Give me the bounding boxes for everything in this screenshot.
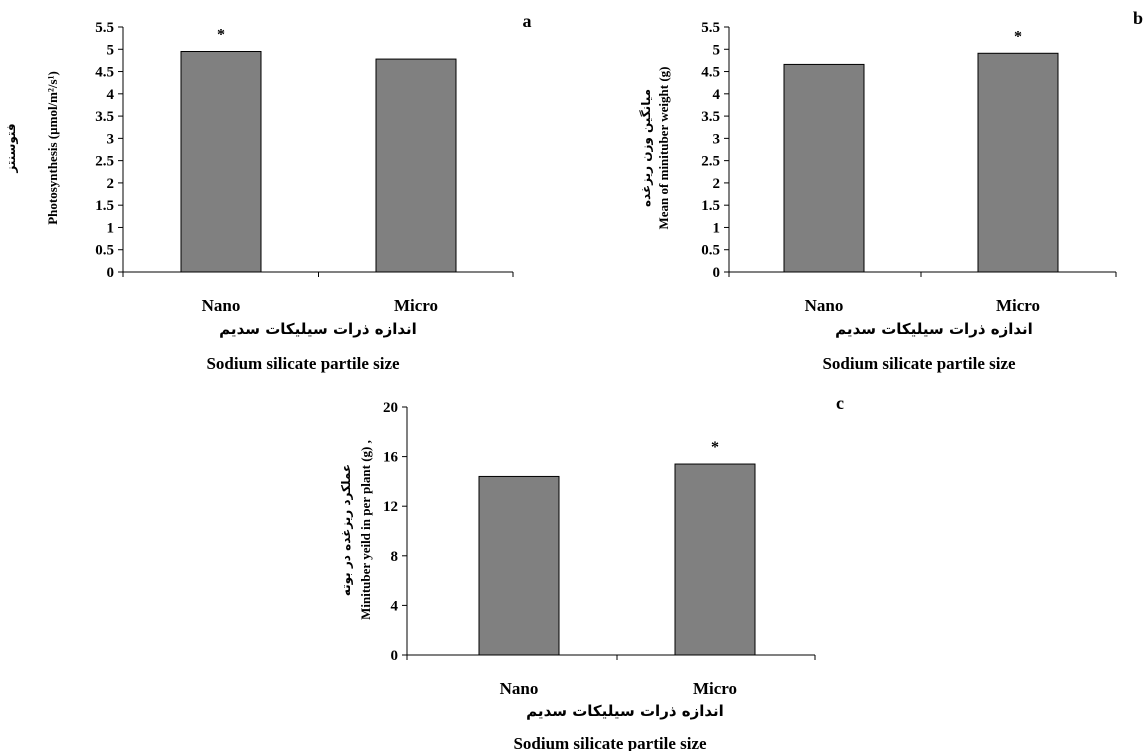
panel-letter: c <box>836 393 844 413</box>
y-tick-label: 1.5 <box>95 198 114 214</box>
chart-panel-a: 0 0.5 1 1.5 2 2.5 3 3.5 4 4.5 5 5.5 * Nano Micro اندازه… <box>4 11 532 373</box>
y-tick-label: 5.5 <box>95 20 114 36</box>
y-tick-label: 16 <box>383 450 399 466</box>
bar-nano <box>478 475 560 656</box>
y-tick-label: 0 <box>391 648 399 664</box>
y-tick-label: 12 <box>383 499 398 515</box>
y-tick-label: 4.5 <box>95 65 114 81</box>
x-axis-label-persian: اندازه ذرات سیلیکات سدیم <box>835 320 1033 338</box>
y-tick-label: 4 <box>713 87 721 103</box>
panel-letter: b <box>1133 8 1143 28</box>
y-tick-label: 2 <box>713 176 721 192</box>
panel-letter: a <box>523 11 532 31</box>
y-tick-label: 2 <box>107 176 115 192</box>
y-axis-label-persian: فتوسنتز <box>4 123 19 173</box>
x-category-label: Nano <box>202 296 241 315</box>
y-tick-label: 3 <box>107 131 115 147</box>
y-tick-label: 4.5 <box>701 65 720 81</box>
x-category-label: Micro <box>996 296 1040 315</box>
y-tick-label: 2.5 <box>701 154 720 170</box>
y-tick-label: 1 <box>107 220 115 236</box>
y-axis-label-persian: میانگین وزن ریزغده <box>639 89 654 207</box>
y-tick-label: 3.5 <box>95 109 114 125</box>
significance-marker: * <box>1014 28 1022 45</box>
y-tick-label: 8 <box>391 549 399 565</box>
y-tick-label: 2.5 <box>95 154 114 170</box>
y-tick-label: 0.5 <box>701 243 720 259</box>
y-tick-label: 4 <box>391 598 399 614</box>
x-axis-label: Sodium silicate partile size <box>206 354 400 373</box>
bar-nano <box>783 63 865 273</box>
bar-micro <box>674 463 756 656</box>
x-axis-label-persian: اندازه ذرات سیلیکات سدیم <box>219 320 417 338</box>
y-tick-label: 5.5 <box>701 20 720 36</box>
y-tick-label: 3.5 <box>701 109 720 125</box>
y-tick-label: 1 <box>713 220 721 236</box>
y-tick-label: 5 <box>107 42 115 58</box>
y-axis-label: Minituber yeild in per plant (g) , <box>358 440 373 620</box>
chart-panel-c: 0 4 8 12 16 20 Nano * Micro اندازه ذرات سیلیکات س… <box>339 393 844 751</box>
y-tick-label: 0 <box>713 265 721 281</box>
y-tick-label: 1.5 <box>701 198 720 214</box>
y-tick-label: 0.5 <box>95 243 114 259</box>
y-tick-label: 0 <box>107 265 115 281</box>
x-axis-label: Sodium silicate partile size <box>513 734 707 751</box>
bar-micro <box>977 52 1059 273</box>
y-tick-label: 3 <box>713 131 721 147</box>
x-axis-label: Sodium silicate partile size <box>822 354 1016 373</box>
chart-panel-b: 0 0.5 1 1.5 2 2.5 3 3.5 4 4.5 5 5.5 Nano * Micro اندازه… <box>639 8 1143 373</box>
x-category-label: Nano <box>805 296 844 315</box>
significance-marker: * <box>217 27 225 44</box>
y-tick-label: 20 <box>383 400 398 416</box>
y-tick-label: 5 <box>713 42 721 58</box>
x-category-label: Micro <box>693 679 737 698</box>
bar-micro <box>375 58 457 273</box>
y-axis-label-persian: عملکرد ریزغده در بوته <box>339 464 354 596</box>
y-axis-label: Mean of minituber weight (g) <box>656 67 671 230</box>
significance-marker: * <box>711 439 719 456</box>
bar-nano <box>180 51 262 273</box>
y-tick-label: 4 <box>107 87 115 103</box>
x-category-label: Micro <box>394 296 438 315</box>
x-axis-label-persian: اندازه ذرات سیلیکات سدیم <box>526 702 724 720</box>
y-axis-label: Photosynthesis (µmol/m²/s¹) <box>45 71 60 225</box>
x-category-label: Nano <box>500 679 539 698</box>
